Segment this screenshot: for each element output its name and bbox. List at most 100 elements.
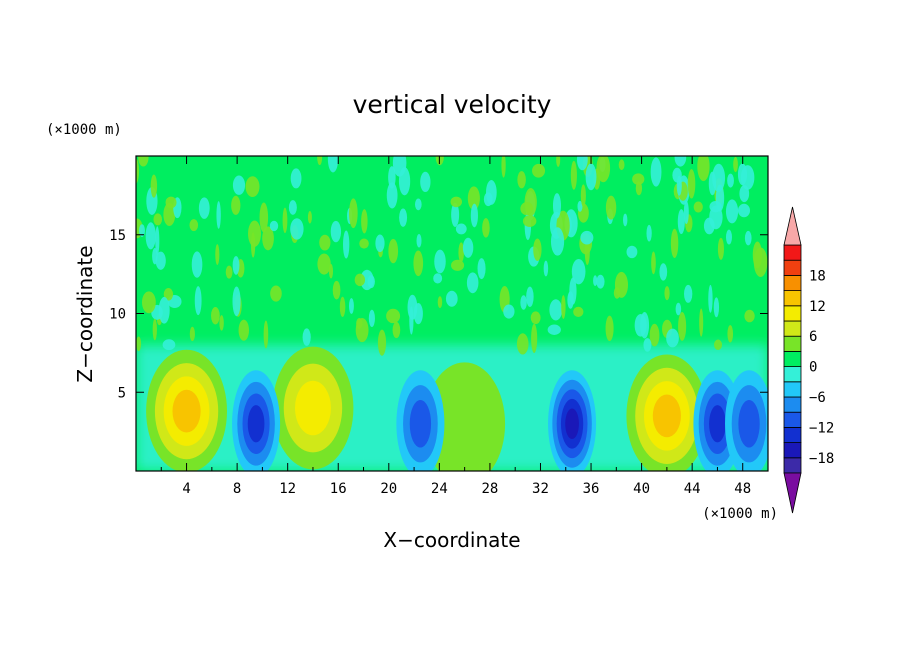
- speckle: [354, 273, 366, 287]
- speckle: [530, 311, 541, 325]
- colorbar-box: [783, 411, 802, 428]
- speckle: [458, 242, 464, 263]
- speckle: [420, 171, 431, 193]
- speckle: [215, 244, 220, 265]
- x-tick-label: 12: [279, 481, 296, 497]
- speckle: [708, 171, 717, 196]
- speckle: [677, 209, 685, 235]
- x-tick-label: 32: [532, 481, 549, 497]
- speckle: [666, 328, 679, 348]
- colorbar-box: [783, 457, 802, 474]
- speckle: [392, 321, 401, 339]
- speckle: [399, 208, 408, 227]
- colorbar-box: [783, 396, 802, 413]
- speckle: [189, 219, 199, 232]
- speckle: [571, 258, 586, 285]
- speckle: [532, 163, 546, 178]
- speckle: [733, 156, 738, 173]
- speckle: [349, 198, 358, 229]
- upper-speckle: [136, 156, 768, 356]
- x-tick-label: 36: [583, 481, 600, 497]
- speckle: [520, 202, 534, 216]
- speckle: [618, 159, 625, 171]
- y-ticks: 5 10 15: [109, 228, 768, 401]
- speckle: [450, 196, 463, 208]
- x-axis-label: X−coordinate: [383, 528, 520, 552]
- speckle: [614, 271, 629, 298]
- colorbar-tick-label: 6: [809, 329, 817, 345]
- speckle: [162, 339, 176, 351]
- speckle: [270, 285, 282, 302]
- speckle: [163, 202, 176, 227]
- speckle: [386, 308, 401, 324]
- speckle: [580, 184, 586, 207]
- speckle: [216, 201, 221, 229]
- speckle: [593, 275, 598, 287]
- speckle: [543, 260, 549, 277]
- speckle: [632, 173, 645, 185]
- speckle: [139, 224, 145, 237]
- speckle: [664, 286, 670, 301]
- speckle: [259, 202, 269, 233]
- speckle: [191, 251, 203, 278]
- updraft-cell: [626, 354, 708, 471]
- speckle: [466, 272, 479, 294]
- speckle: [155, 251, 166, 270]
- speckle: [684, 284, 693, 303]
- speckle: [288, 200, 297, 215]
- speckle: [388, 238, 399, 264]
- speckle: [714, 339, 723, 350]
- speckle: [211, 306, 220, 325]
- speckle: [317, 156, 323, 166]
- speckle: [231, 195, 241, 215]
- speckle: [219, 315, 224, 331]
- colorbar-box: [783, 274, 802, 291]
- speckle: [703, 217, 715, 235]
- colorbar-box: [783, 305, 802, 322]
- speckle: [150, 174, 158, 198]
- contour-level: [565, 408, 579, 440]
- speckle: [640, 311, 650, 339]
- y-unit-label: (×1000 m): [46, 122, 122, 138]
- colorbar-box: [783, 442, 802, 459]
- speckle: [232, 286, 241, 317]
- x-tick-label: 4: [182, 481, 190, 497]
- speckle: [263, 320, 269, 349]
- contour-level: [409, 399, 432, 448]
- speckle: [328, 264, 334, 279]
- speckle: [141, 291, 156, 314]
- updraft-cell: [272, 346, 354, 470]
- speckle: [744, 309, 755, 323]
- colorbar-box: [783, 244, 802, 261]
- speckle: [386, 182, 398, 209]
- speckle: [552, 193, 562, 219]
- contour-level: [294, 380, 331, 436]
- contour-level: [652, 394, 681, 438]
- speckle: [569, 277, 577, 305]
- speckle: [269, 220, 279, 232]
- speckle: [744, 230, 752, 246]
- speckle: [697, 156, 710, 182]
- speckle: [486, 179, 497, 205]
- speckle: [522, 215, 537, 227]
- speckle: [646, 224, 652, 242]
- speckle: [659, 263, 668, 281]
- speckle: [413, 250, 424, 277]
- contour-level: [247, 405, 265, 443]
- colorbar-box: [783, 381, 802, 398]
- speckle: [145, 222, 156, 250]
- contour-level: [709, 405, 726, 443]
- speckle: [434, 249, 446, 274]
- speckle: [414, 198, 422, 211]
- speckle: [649, 323, 660, 347]
- colorbar-box: [783, 426, 802, 443]
- speckle: [409, 306, 414, 335]
- speckle: [556, 156, 561, 167]
- downdraft-cell: [232, 370, 281, 471]
- x-tick-label: 28: [481, 481, 498, 497]
- x-ticks: 4 8 12 16 20 24 28 32 36 40 44 48: [160, 156, 769, 497]
- speckle: [455, 223, 467, 235]
- speckle: [138, 156, 149, 167]
- speckle: [670, 228, 679, 258]
- speckle: [623, 213, 628, 227]
